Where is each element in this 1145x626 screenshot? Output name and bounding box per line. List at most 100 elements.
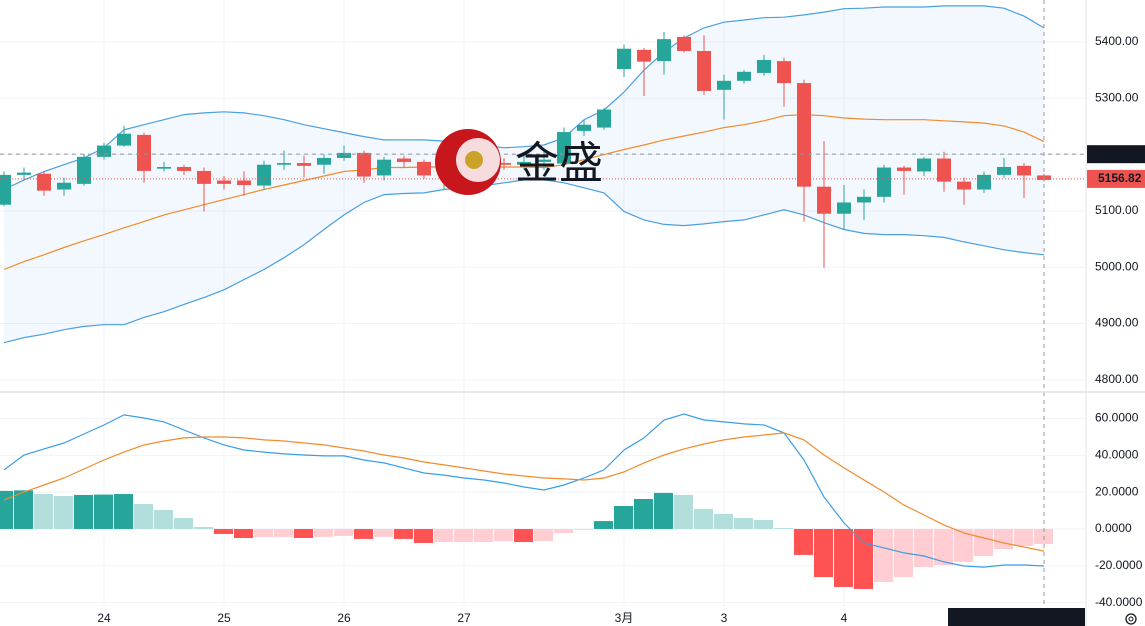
macd-histogram-bar bbox=[394, 528, 413, 539]
macd-histogram-bar bbox=[614, 505, 633, 529]
candle-body bbox=[717, 80, 731, 90]
crosshair-time-label: 2026-03-05 16:00 bbox=[967, 610, 1066, 624]
settings-icon[interactable] bbox=[1125, 613, 1137, 625]
macd-histogram-bar bbox=[34, 494, 53, 529]
x-tick-label: 25 bbox=[217, 611, 231, 625]
macd-histogram-bar bbox=[194, 526, 213, 529]
macd-histogram-bar bbox=[1014, 528, 1033, 546]
y-tick-label: 4900.00 bbox=[1095, 316, 1139, 330]
macd-histogram-bar bbox=[574, 528, 593, 530]
last-price-label: 5156.82 bbox=[1098, 171, 1142, 185]
band-lower bbox=[3, 179, 1045, 344]
crosshair-time-box bbox=[948, 608, 1085, 626]
macd-histogram-bar bbox=[0, 490, 13, 529]
macd-histogram-bar bbox=[534, 528, 553, 541]
macd-histogram-bar bbox=[254, 528, 273, 537]
macd-histogram-bar bbox=[94, 494, 113, 529]
macd-histogram-bar bbox=[74, 494, 93, 529]
candle-body bbox=[177, 166, 191, 171]
y-tick-label: -40.0000 bbox=[1095, 595, 1143, 609]
macd-histogram-bar bbox=[774, 528, 793, 529]
candle-body bbox=[357, 152, 371, 177]
candle-body bbox=[277, 163, 291, 165]
macd-histogram-bar bbox=[114, 494, 133, 529]
candle-body bbox=[377, 159, 391, 176]
y-tick-label: 0.0000 bbox=[1095, 521, 1132, 535]
macd-histogram-bar bbox=[154, 510, 173, 529]
candle-body bbox=[197, 170, 211, 184]
macd-histogram-bar bbox=[434, 528, 453, 543]
macd-histogram-bar bbox=[354, 528, 373, 539]
macd-histogram-bar bbox=[834, 528, 853, 587]
macd-histogram-bar bbox=[734, 517, 753, 529]
candle-body bbox=[57, 182, 71, 190]
macd-histogram-bar bbox=[954, 528, 973, 562]
candle-body bbox=[737, 71, 751, 81]
candle-body bbox=[537, 159, 551, 162]
macd-dif-line bbox=[3, 413, 1045, 568]
macd-histogram-bar bbox=[994, 528, 1013, 550]
macd-histogram-bar bbox=[674, 494, 693, 529]
y-tick-label: 5000.00 bbox=[1095, 259, 1139, 273]
candle-body bbox=[757, 59, 771, 73]
macd-histogram-bar bbox=[54, 496, 73, 529]
macd-histogram-bar bbox=[934, 528, 953, 566]
candle-body bbox=[117, 133, 131, 146]
macd-histogram-bar bbox=[854, 528, 873, 589]
candle-body bbox=[77, 156, 91, 184]
candle-body bbox=[797, 83, 811, 187]
crosshair-price-label: 5200.72 bbox=[1098, 146, 1142, 160]
candle-body bbox=[817, 186, 831, 214]
candle-body bbox=[977, 174, 991, 190]
macd-histogram-bar bbox=[634, 498, 653, 529]
macd-histogram-bar bbox=[814, 528, 833, 578]
x-tick-label: 24 bbox=[97, 611, 111, 625]
macd-histogram-bar bbox=[274, 528, 293, 537]
macd-histogram-bar bbox=[234, 528, 253, 538]
candle-body bbox=[217, 180, 231, 184]
candle-body bbox=[297, 163, 311, 166]
y-tick-label: 40.0000 bbox=[1095, 448, 1139, 462]
candle-body bbox=[237, 180, 251, 186]
macd-histogram-bar bbox=[374, 528, 393, 537]
y-tick-label: 5300.00 bbox=[1095, 90, 1139, 104]
x-tick-label: 26 bbox=[337, 611, 351, 625]
candle-body bbox=[577, 124, 591, 131]
macd-histogram-bar bbox=[794, 528, 813, 555]
candle-body bbox=[697, 50, 711, 91]
macd-histogram-bar bbox=[714, 513, 733, 529]
macd-histogram-bar bbox=[14, 490, 33, 529]
candle-body bbox=[417, 161, 431, 176]
macd-histogram-bar bbox=[134, 503, 153, 529]
candle-body bbox=[557, 132, 571, 164]
y-tick-label: 5100.00 bbox=[1095, 203, 1139, 217]
candle-body bbox=[1017, 165, 1031, 176]
macd-histogram-bar bbox=[654, 492, 673, 529]
macd-histogram-bar bbox=[414, 528, 433, 543]
candle-body bbox=[777, 61, 791, 84]
candle-body bbox=[617, 48, 631, 69]
x-tick-label: 4 bbox=[841, 611, 848, 625]
macd-histogram-bar bbox=[474, 528, 493, 543]
candle-body bbox=[37, 173, 51, 191]
macd-histogram-bar bbox=[754, 519, 773, 529]
candle-body bbox=[0, 174, 11, 205]
macd-histogram-bar bbox=[494, 528, 513, 541]
macd-histogram-bar bbox=[314, 528, 333, 537]
macd-histogram-bar bbox=[514, 528, 533, 543]
candle-body bbox=[837, 202, 851, 214]
settings-gear-center[interactable] bbox=[1128, 616, 1134, 622]
logo-text: 金盛 bbox=[515, 138, 603, 189]
last-price-box bbox=[1087, 169, 1145, 188]
x-tick-label: 3月 bbox=[615, 611, 634, 625]
macd-histogram-bar bbox=[554, 528, 573, 534]
candle-body bbox=[337, 152, 351, 158]
settings-gear[interactable] bbox=[1125, 613, 1137, 625]
candle-body bbox=[97, 145, 111, 157]
candle-body bbox=[257, 164, 271, 186]
macd-histogram-bar bbox=[454, 528, 473, 543]
logo: 金盛 bbox=[435, 129, 603, 195]
macd-histogram-bar bbox=[334, 528, 353, 536]
candle-body bbox=[517, 161, 531, 165]
